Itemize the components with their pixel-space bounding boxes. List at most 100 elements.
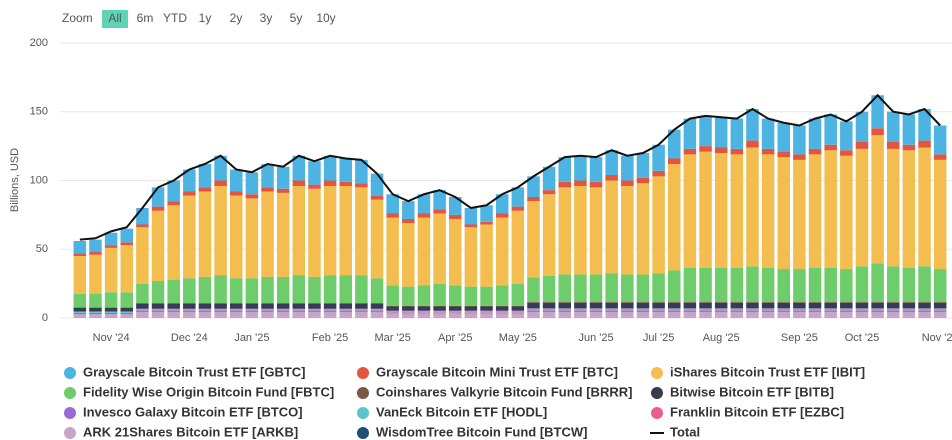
bar-segment (636, 302, 650, 309)
legend-symbol[interactable] (651, 407, 663, 419)
zoom-button[interactable]: 10y (316, 11, 335, 25)
x-tick-label: Jan '25 (234, 332, 269, 344)
legend-label[interactable]: Franklin Bitcoin ETF [EZBC] (670, 404, 844, 419)
bar-segment (793, 125, 806, 155)
bar-segment (448, 305, 462, 307)
bar-segment (151, 281, 165, 304)
bar-segment (824, 302, 837, 309)
bar-segment (542, 311, 556, 318)
legend-label[interactable]: Total (670, 424, 700, 439)
legend-label[interactable]: Fidelity Wise Origin Bitcoin Fund [FBTC] (83, 384, 334, 399)
legend-symbol[interactable] (64, 427, 76, 439)
legend-symbol[interactable] (357, 407, 369, 419)
bar-segment (886, 148, 900, 267)
bar-segment (448, 285, 462, 306)
bar-segment (667, 310, 681, 312)
bar-segment (402, 223, 415, 287)
bar-segment (417, 312, 431, 313)
bar-segment (136, 303, 149, 309)
bar-segment (448, 197, 462, 215)
bar-segment (871, 308, 884, 309)
legend-symbol[interactable] (651, 367, 663, 379)
bar-segment (840, 269, 853, 303)
bar-segment (323, 275, 337, 304)
bar-segment (574, 308, 587, 309)
bar-segment (824, 308, 837, 311)
legend-symbol[interactable] (357, 387, 369, 399)
zoom-button[interactable]: 6m (137, 11, 154, 25)
bar-segment (370, 309, 384, 311)
legend-symbol[interactable] (357, 427, 369, 439)
bar-segment (104, 313, 118, 318)
bar-segment (214, 155, 227, 181)
bar-segment (683, 267, 697, 303)
zoom-button[interactable]: All (108, 11, 121, 25)
bar-segment (574, 180, 587, 186)
bar-segment (229, 309, 243, 311)
zoom-button[interactable]: 1y (199, 11, 212, 25)
bar-segment (292, 155, 306, 181)
bar-segment (402, 313, 415, 318)
legend-label[interactable]: ARK 21Shares Bitcoin ETF [ARKB] (83, 424, 298, 439)
bar-segment (464, 286, 478, 306)
bar-segment (558, 302, 572, 303)
bar-segment (636, 153, 650, 178)
bar-segment (730, 308, 744, 311)
bar-segment (621, 274, 634, 303)
bar-segment (652, 144, 665, 171)
legend-label[interactable]: Invesco Galaxy Bitcoin ETF [BTCO] (83, 404, 303, 419)
bar-segment (229, 308, 243, 310)
zoom-button[interactable]: 5y (290, 11, 303, 25)
zoom-button-bg[interactable] (102, 10, 128, 28)
y-tick-label: 200 (30, 37, 48, 49)
bar-segment (777, 311, 791, 312)
bar-segment (527, 277, 540, 303)
legend-symbol[interactable] (64, 367, 76, 379)
legend-symbol[interactable] (651, 387, 663, 399)
legend-label[interactable]: iShares Bitcoin Trust ETF [IBIT] (670, 364, 865, 379)
legend-symbol[interactable] (64, 387, 76, 399)
bar-segment (136, 309, 149, 311)
zoom-button[interactable]: 2y (230, 11, 243, 25)
bar-segment (480, 313, 493, 318)
bar-segment (652, 308, 665, 311)
bar-segment (386, 213, 399, 218)
x-tick-label: Nov '24 (93, 332, 130, 344)
bar-segment (558, 311, 572, 318)
bar-segment (167, 309, 180, 311)
bar-segment (918, 109, 931, 141)
legend-label[interactable]: VanEck Bitcoin ETF [HODL] (376, 404, 547, 419)
zoom-label: Zoom (62, 11, 93, 25)
bar-segment (370, 199, 384, 279)
bar-segment (355, 308, 368, 310)
bar-segment (558, 181, 572, 188)
legend-label[interactable]: Coinshares Valkyrie Bitcoin Fund [BRRR] (376, 384, 632, 399)
bar-segment (245, 172, 259, 195)
bar-segment (636, 311, 650, 312)
bar-segment (339, 311, 353, 318)
legend-symbol[interactable] (357, 367, 369, 379)
bar-segment (183, 311, 196, 312)
zoom-button[interactable]: YTD (163, 11, 187, 25)
legend-label[interactable]: Grayscale Bitcoin Mini Trust ETF [BTC] (376, 364, 618, 379)
legend-label[interactable]: WisdomTree Bitcoin Fund [BTCW] (376, 424, 587, 439)
bar-segment (448, 313, 462, 318)
bar-segment (339, 309, 353, 311)
bar-segment (308, 303, 321, 309)
legend-label[interactable]: Bitwise Bitcoin ETF [BITB] (670, 384, 834, 399)
bar-segment (855, 111, 869, 142)
bar-segment (433, 190, 446, 210)
bar-segment (167, 180, 180, 202)
bar-segment (652, 170, 665, 177)
zoom-button[interactable]: 3y (260, 11, 273, 25)
legend-symbol[interactable] (64, 407, 76, 419)
bar-segment (933, 269, 947, 303)
bar-segment (276, 192, 290, 277)
bar-segment (292, 186, 306, 276)
legend-label[interactable]: Grayscale Bitcoin Trust ETF [GBTC] (83, 364, 306, 379)
bar-segment (136, 310, 149, 312)
bar-segment (183, 309, 196, 311)
bar-segment (605, 308, 618, 311)
bar-segment (761, 267, 775, 303)
bar-segment (714, 153, 728, 268)
